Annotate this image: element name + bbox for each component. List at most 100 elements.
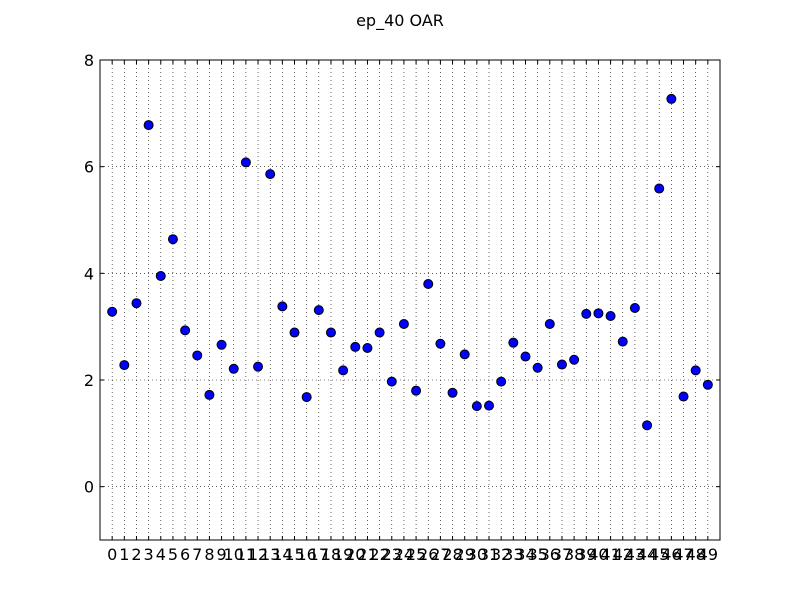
x-tick-label: 32 bbox=[491, 545, 511, 564]
data-point bbox=[544, 319, 555, 329]
data-point bbox=[204, 389, 215, 400]
x-tick-label: 47 bbox=[673, 545, 693, 564]
x-tick-label: 20 bbox=[345, 545, 365, 564]
x-tick-label: 46 bbox=[661, 545, 681, 564]
data-point bbox=[338, 365, 349, 376]
x-tick-label: 13 bbox=[260, 545, 280, 564]
x-tick-label: 28 bbox=[442, 545, 462, 564]
data-point bbox=[119, 360, 130, 371]
axis-ticks: 0 1 2 3 4 5 6 7 8 9101112131415161718192021222324… bbox=[84, 51, 720, 564]
data-point bbox=[362, 343, 373, 353]
data-point bbox=[496, 376, 507, 387]
data-point bbox=[374, 327, 385, 338]
data-point bbox=[556, 359, 567, 370]
x-tick-label: 11 bbox=[236, 545, 256, 564]
x-tick-label: 3 bbox=[144, 545, 154, 564]
x-tick-label: 29 bbox=[455, 545, 475, 564]
x-tick-label: 19 bbox=[333, 545, 353, 564]
data-point bbox=[508, 337, 519, 348]
y-tick-label: 4 bbox=[84, 264, 94, 283]
x-tick-label: 7 bbox=[192, 545, 202, 564]
x-tick-label: 5 bbox=[168, 545, 178, 564]
x-tick-label: 43 bbox=[625, 545, 645, 564]
x-tick-label: 15 bbox=[284, 545, 304, 564]
data-point bbox=[155, 271, 166, 281]
data-point bbox=[301, 392, 312, 403]
x-tick-label: 49 bbox=[698, 545, 718, 564]
x-tick-label: 42 bbox=[613, 545, 633, 564]
x-tick-label: 16 bbox=[296, 545, 316, 564]
x-tick-label: 24 bbox=[394, 545, 414, 564]
data-point bbox=[228, 363, 239, 374]
y-tick-label: 8 bbox=[84, 51, 94, 70]
data-point bbox=[253, 361, 264, 372]
data-point bbox=[167, 234, 178, 245]
x-tick-label: 37 bbox=[552, 545, 572, 564]
plot-frame bbox=[99, 59, 721, 541]
data-point bbox=[666, 93, 677, 104]
data-point bbox=[471, 401, 482, 412]
x-tick-label: 10 bbox=[224, 545, 244, 564]
x-tick-label: 4 bbox=[156, 545, 166, 564]
data-point bbox=[277, 301, 288, 312]
data-point bbox=[386, 376, 397, 387]
data-point bbox=[398, 319, 409, 329]
x-tick-label: 17 bbox=[309, 545, 329, 564]
y-tick-label: 6 bbox=[84, 158, 94, 177]
data-point bbox=[532, 362, 543, 373]
data-point bbox=[240, 157, 251, 168]
data-point bbox=[690, 365, 701, 376]
data-point bbox=[180, 325, 191, 336]
data-point bbox=[617, 336, 628, 347]
x-tick-label: 2 bbox=[131, 545, 141, 564]
data-point bbox=[593, 308, 604, 319]
data-point bbox=[581, 308, 592, 319]
data-point bbox=[629, 303, 640, 313]
x-tick-label: 0 bbox=[107, 545, 117, 564]
x-tick-label: 40 bbox=[588, 545, 608, 564]
x-tick-label: 22 bbox=[369, 545, 389, 564]
data-point bbox=[289, 327, 300, 338]
data-point bbox=[131, 298, 142, 309]
data-point bbox=[484, 400, 495, 411]
x-tick-label: 45 bbox=[649, 545, 669, 564]
data-point bbox=[423, 279, 434, 289]
data-point bbox=[520, 351, 531, 362]
x-tick-label: 36 bbox=[540, 545, 560, 564]
x-tick-label: 6 bbox=[180, 545, 190, 564]
data-point bbox=[325, 327, 336, 338]
x-tick-label: 39 bbox=[576, 545, 596, 564]
x-tick-label: 31 bbox=[479, 545, 499, 564]
data-point bbox=[350, 341, 361, 352]
x-tick-label: 41 bbox=[600, 545, 620, 564]
data-point bbox=[678, 391, 689, 402]
data-point bbox=[313, 305, 324, 316]
data-point bbox=[265, 169, 276, 180]
data-point bbox=[569, 354, 580, 365]
x-tick-label: 48 bbox=[686, 545, 706, 564]
data-points bbox=[107, 93, 713, 431]
x-tick-label: 9 bbox=[216, 545, 226, 564]
x-tick-label: 27 bbox=[430, 545, 450, 564]
x-tick-label: 44 bbox=[637, 545, 657, 564]
x-tick-label: 25 bbox=[406, 545, 426, 564]
x-tick-label: 18 bbox=[321, 545, 341, 564]
x-tick-label: 26 bbox=[418, 545, 438, 564]
data-point bbox=[459, 349, 470, 360]
data-point bbox=[435, 338, 446, 349]
data-point bbox=[654, 183, 665, 194]
data-point bbox=[143, 120, 154, 131]
data-point bbox=[605, 311, 616, 321]
x-tick-label: 35 bbox=[527, 545, 547, 564]
chart-title: ep_40 OAR bbox=[356, 11, 444, 30]
data-point bbox=[192, 350, 203, 361]
x-tick-label: 33 bbox=[503, 545, 523, 564]
x-tick-label: 23 bbox=[382, 545, 402, 564]
data-point bbox=[702, 379, 713, 390]
y-tick-label: 2 bbox=[84, 371, 94, 390]
x-tick-label: 1 bbox=[119, 545, 129, 564]
x-tick-label: 30 bbox=[467, 545, 487, 564]
grid-lines bbox=[100, 59, 720, 540]
